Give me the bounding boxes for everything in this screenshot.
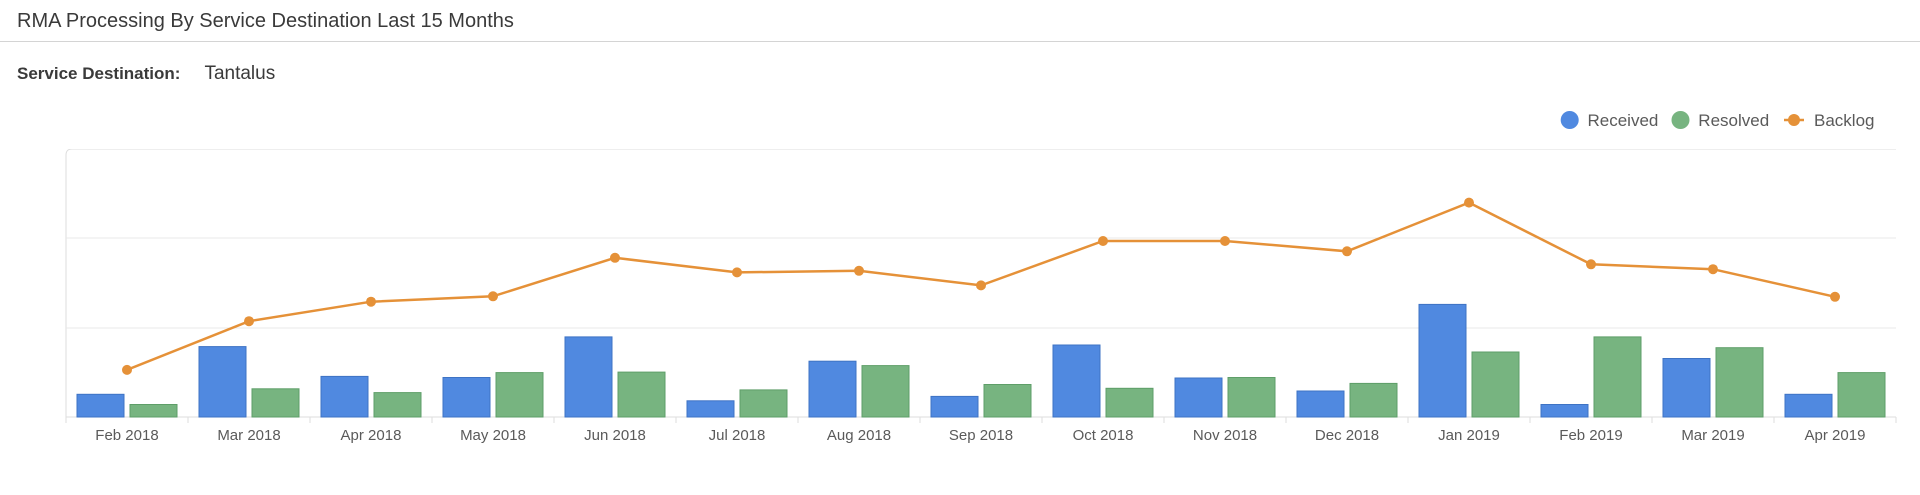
svg-text:Jul 2018: Jul 2018 [709,427,766,444]
svg-text:Mar 2018: Mar 2018 [217,427,280,444]
svg-text:Sep 2018: Sep 2018 [949,427,1013,444]
svg-text:Received: Received [1588,111,1659,130]
svg-text:Apr 2019: Apr 2019 [1805,427,1866,444]
svg-text:Feb 2018: Feb 2018 [95,427,158,444]
svg-text:Aug 2018: Aug 2018 [827,427,891,444]
svg-text:Dec 2018: Dec 2018 [1315,427,1379,444]
svg-text:Jan 2019: Jan 2019 [1438,427,1500,444]
svg-text:Mar 2019: Mar 2019 [1681,427,1744,444]
svg-text:Nov 2018: Nov 2018 [1193,427,1257,444]
svg-text:Feb 2019: Feb 2019 [1559,427,1622,444]
svg-text:Apr 2018: Apr 2018 [341,427,402,444]
svg-text:Jun 2018: Jun 2018 [584,427,646,444]
svg-text:Backlog: Backlog [1814,111,1874,130]
svg-text:May 2018: May 2018 [460,427,526,444]
svg-text:Oct 2018: Oct 2018 [1073,427,1134,444]
svg-text:Resolved: Resolved [1698,111,1769,130]
